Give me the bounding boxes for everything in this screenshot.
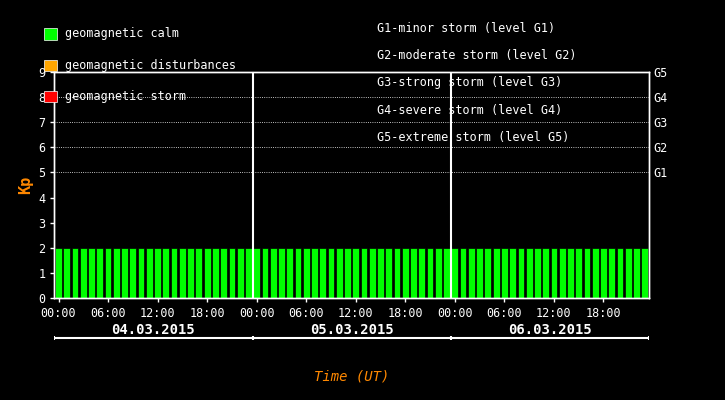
- Bar: [311, 248, 318, 298]
- Bar: [278, 248, 285, 298]
- Bar: [294, 248, 302, 298]
- Bar: [270, 248, 276, 298]
- Text: geomagnetic storm: geomagnetic storm: [65, 90, 186, 103]
- Bar: [130, 248, 136, 298]
- Bar: [625, 248, 631, 298]
- Bar: [435, 248, 442, 298]
- Bar: [96, 248, 103, 298]
- Bar: [608, 248, 615, 298]
- Bar: [550, 248, 558, 298]
- Bar: [237, 248, 244, 298]
- Bar: [121, 248, 128, 298]
- Bar: [369, 248, 376, 298]
- Bar: [162, 248, 169, 298]
- Bar: [113, 248, 120, 298]
- Bar: [410, 248, 417, 298]
- Bar: [567, 248, 573, 298]
- Bar: [518, 248, 524, 298]
- Bar: [642, 248, 648, 298]
- Text: G5-extreme storm (level G5): G5-extreme storm (level G5): [377, 131, 569, 144]
- Bar: [509, 248, 516, 298]
- Bar: [319, 248, 326, 298]
- Bar: [72, 248, 78, 298]
- Bar: [352, 248, 359, 298]
- Bar: [542, 248, 549, 298]
- Text: 04.03.2015: 04.03.2015: [112, 323, 195, 337]
- Bar: [187, 248, 194, 298]
- Bar: [88, 248, 95, 298]
- Bar: [245, 248, 252, 298]
- Bar: [377, 248, 384, 298]
- Bar: [104, 248, 112, 298]
- Bar: [526, 248, 533, 298]
- Bar: [386, 248, 392, 298]
- Text: geomagnetic calm: geomagnetic calm: [65, 28, 179, 40]
- Bar: [576, 248, 582, 298]
- Bar: [418, 248, 425, 298]
- Bar: [484, 248, 492, 298]
- Text: 06.03.2015: 06.03.2015: [508, 323, 592, 337]
- Bar: [146, 248, 153, 298]
- Text: geomagnetic disturbances: geomagnetic disturbances: [65, 59, 236, 72]
- Bar: [170, 248, 178, 298]
- Y-axis label: Kp: Kp: [17, 176, 33, 194]
- Bar: [559, 248, 566, 298]
- Bar: [228, 248, 236, 298]
- Bar: [476, 248, 483, 298]
- Bar: [493, 248, 500, 298]
- Bar: [360, 248, 368, 298]
- Bar: [584, 248, 590, 298]
- Bar: [452, 248, 458, 298]
- Bar: [220, 248, 227, 298]
- Bar: [196, 248, 202, 298]
- Bar: [286, 248, 293, 298]
- Bar: [600, 248, 607, 298]
- Bar: [534, 248, 541, 298]
- Text: G1-minor storm (level G1): G1-minor storm (level G1): [377, 22, 555, 35]
- Text: Time (UT): Time (UT): [314, 369, 389, 383]
- Bar: [212, 248, 219, 298]
- Bar: [80, 248, 87, 298]
- Bar: [328, 248, 334, 298]
- Bar: [616, 248, 624, 298]
- Text: G4-severe storm (level G4): G4-severe storm (level G4): [377, 104, 563, 117]
- Bar: [303, 248, 310, 298]
- Bar: [633, 248, 640, 298]
- Bar: [253, 248, 260, 298]
- Bar: [460, 248, 466, 298]
- Bar: [402, 248, 409, 298]
- Bar: [468, 248, 475, 298]
- Bar: [592, 248, 599, 298]
- Bar: [443, 248, 450, 298]
- Bar: [179, 248, 186, 298]
- Bar: [138, 248, 144, 298]
- Bar: [427, 248, 434, 298]
- Bar: [154, 248, 161, 298]
- Bar: [63, 248, 70, 298]
- Bar: [394, 248, 400, 298]
- Text: 05.03.2015: 05.03.2015: [310, 323, 394, 337]
- Bar: [344, 248, 351, 298]
- Bar: [336, 248, 343, 298]
- Bar: [262, 248, 268, 298]
- Bar: [204, 248, 210, 298]
- Bar: [501, 248, 508, 298]
- Text: G2-moderate storm (level G2): G2-moderate storm (level G2): [377, 49, 576, 62]
- Text: G3-strong storm (level G3): G3-strong storm (level G3): [377, 76, 563, 90]
- Bar: [55, 248, 62, 298]
